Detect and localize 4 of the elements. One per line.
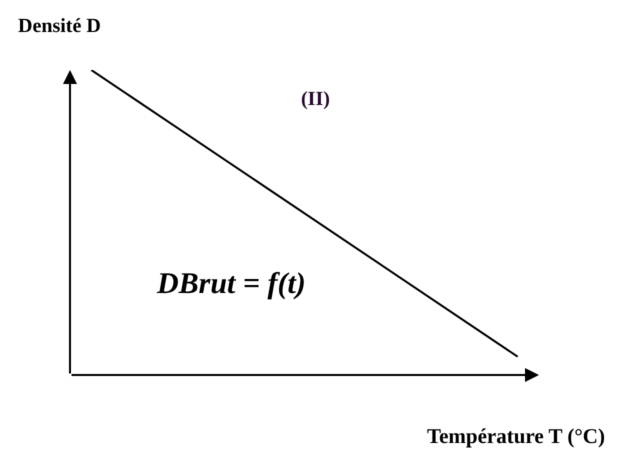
- x-axis-title: Température T (°C): [427, 424, 605, 448]
- y-axis-title: Densité D: [18, 15, 101, 37]
- annotation: DBrut = f(t): [156, 267, 306, 300]
- annotation: (II): [301, 88, 330, 110]
